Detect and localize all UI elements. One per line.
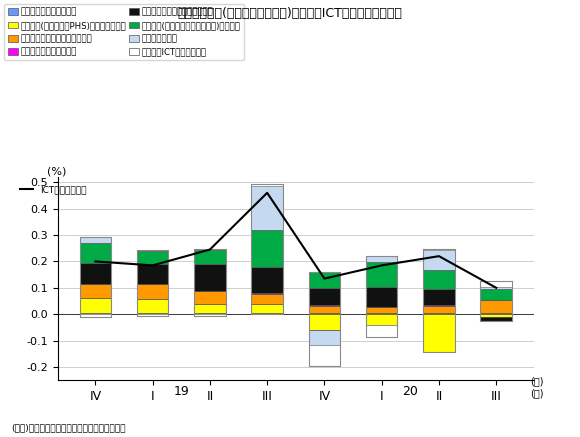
ICT関連・寄与度 — [493, 285, 500, 291]
Text: (出所)総務省「家計消費状況調査」より作成。: (出所)総務省「家計消費状況調査」より作成。 — [12, 423, 126, 433]
Bar — [480, 281, 512, 321]
Bar — [251, 187, 283, 230]
Text: (%): (%) — [48, 167, 67, 177]
Bar — [79, 236, 111, 243]
Bar — [251, 267, 283, 293]
Bar — [309, 344, 340, 366]
ICT関連・寄与度 — [378, 263, 385, 268]
Bar — [251, 230, 283, 267]
Bar — [423, 289, 455, 305]
Bar — [366, 307, 397, 313]
Bar — [251, 304, 283, 313]
Bar — [194, 250, 226, 264]
Bar — [194, 314, 226, 316]
Bar — [137, 250, 168, 316]
Bar — [194, 249, 226, 250]
Bar — [309, 314, 340, 330]
Bar — [309, 272, 340, 288]
Bar — [423, 305, 455, 313]
Bar — [480, 281, 512, 287]
Text: 19: 19 — [173, 385, 189, 399]
Line: ICT関連・寄与度: ICT関連・寄与度 — [95, 193, 496, 288]
Bar — [137, 299, 168, 313]
Bar — [194, 249, 226, 316]
Bar — [137, 313, 168, 314]
Bar — [423, 314, 455, 353]
Bar — [366, 314, 397, 325]
ICT関連・寄与度 — [92, 259, 99, 264]
Bar — [423, 270, 455, 289]
ICT関連・寄与度 — [206, 247, 213, 252]
Bar — [309, 305, 340, 313]
Bar — [251, 294, 283, 304]
Bar — [423, 250, 455, 270]
Bar — [79, 298, 111, 313]
Bar — [137, 251, 168, 264]
Bar — [480, 289, 512, 300]
Bar — [194, 313, 226, 314]
Bar — [79, 263, 111, 284]
Text: 20: 20 — [403, 385, 418, 399]
Bar — [251, 184, 283, 314]
Bar — [309, 272, 340, 366]
ICT関連・寄与度 — [436, 253, 443, 259]
Bar — [251, 184, 283, 187]
Bar — [194, 304, 226, 313]
Bar — [79, 313, 111, 314]
Bar — [480, 314, 512, 317]
Legend: ICT関連・寄与度: ICT関連・寄与度 — [16, 181, 90, 198]
Bar — [79, 314, 111, 317]
Bar — [366, 325, 397, 336]
Bar — [480, 313, 512, 314]
Bar — [79, 236, 111, 317]
ICT関連・寄与度 — [321, 276, 328, 281]
Text: (期)
(年): (期) (年) — [531, 376, 544, 398]
Bar — [137, 314, 168, 316]
Text: 家計消費支出(家計消費状況調査)に占めるICT関連消費の寄与度: 家計消費支出(家計消費状況調査)に占めるICT関連消費の寄与度 — [177, 7, 403, 20]
Bar — [423, 249, 455, 250]
Bar — [309, 313, 340, 314]
Bar — [366, 313, 397, 314]
Bar — [137, 284, 168, 299]
Bar — [137, 264, 168, 284]
Bar — [423, 249, 455, 353]
Bar — [366, 257, 397, 262]
Bar — [194, 264, 226, 291]
Bar — [480, 300, 512, 313]
Bar — [137, 250, 168, 251]
Bar — [423, 313, 455, 314]
Bar — [309, 288, 340, 305]
Bar — [79, 284, 111, 298]
Bar — [309, 330, 340, 344]
Bar — [366, 287, 397, 307]
Bar — [366, 257, 397, 336]
Bar — [480, 317, 512, 321]
Bar — [366, 262, 397, 287]
Bar — [480, 287, 512, 289]
Bar — [79, 243, 111, 263]
Bar — [194, 291, 226, 304]
ICT関連・寄与度 — [264, 190, 271, 195]
ICT関連・寄与度 — [149, 263, 156, 268]
Bar — [251, 313, 283, 314]
